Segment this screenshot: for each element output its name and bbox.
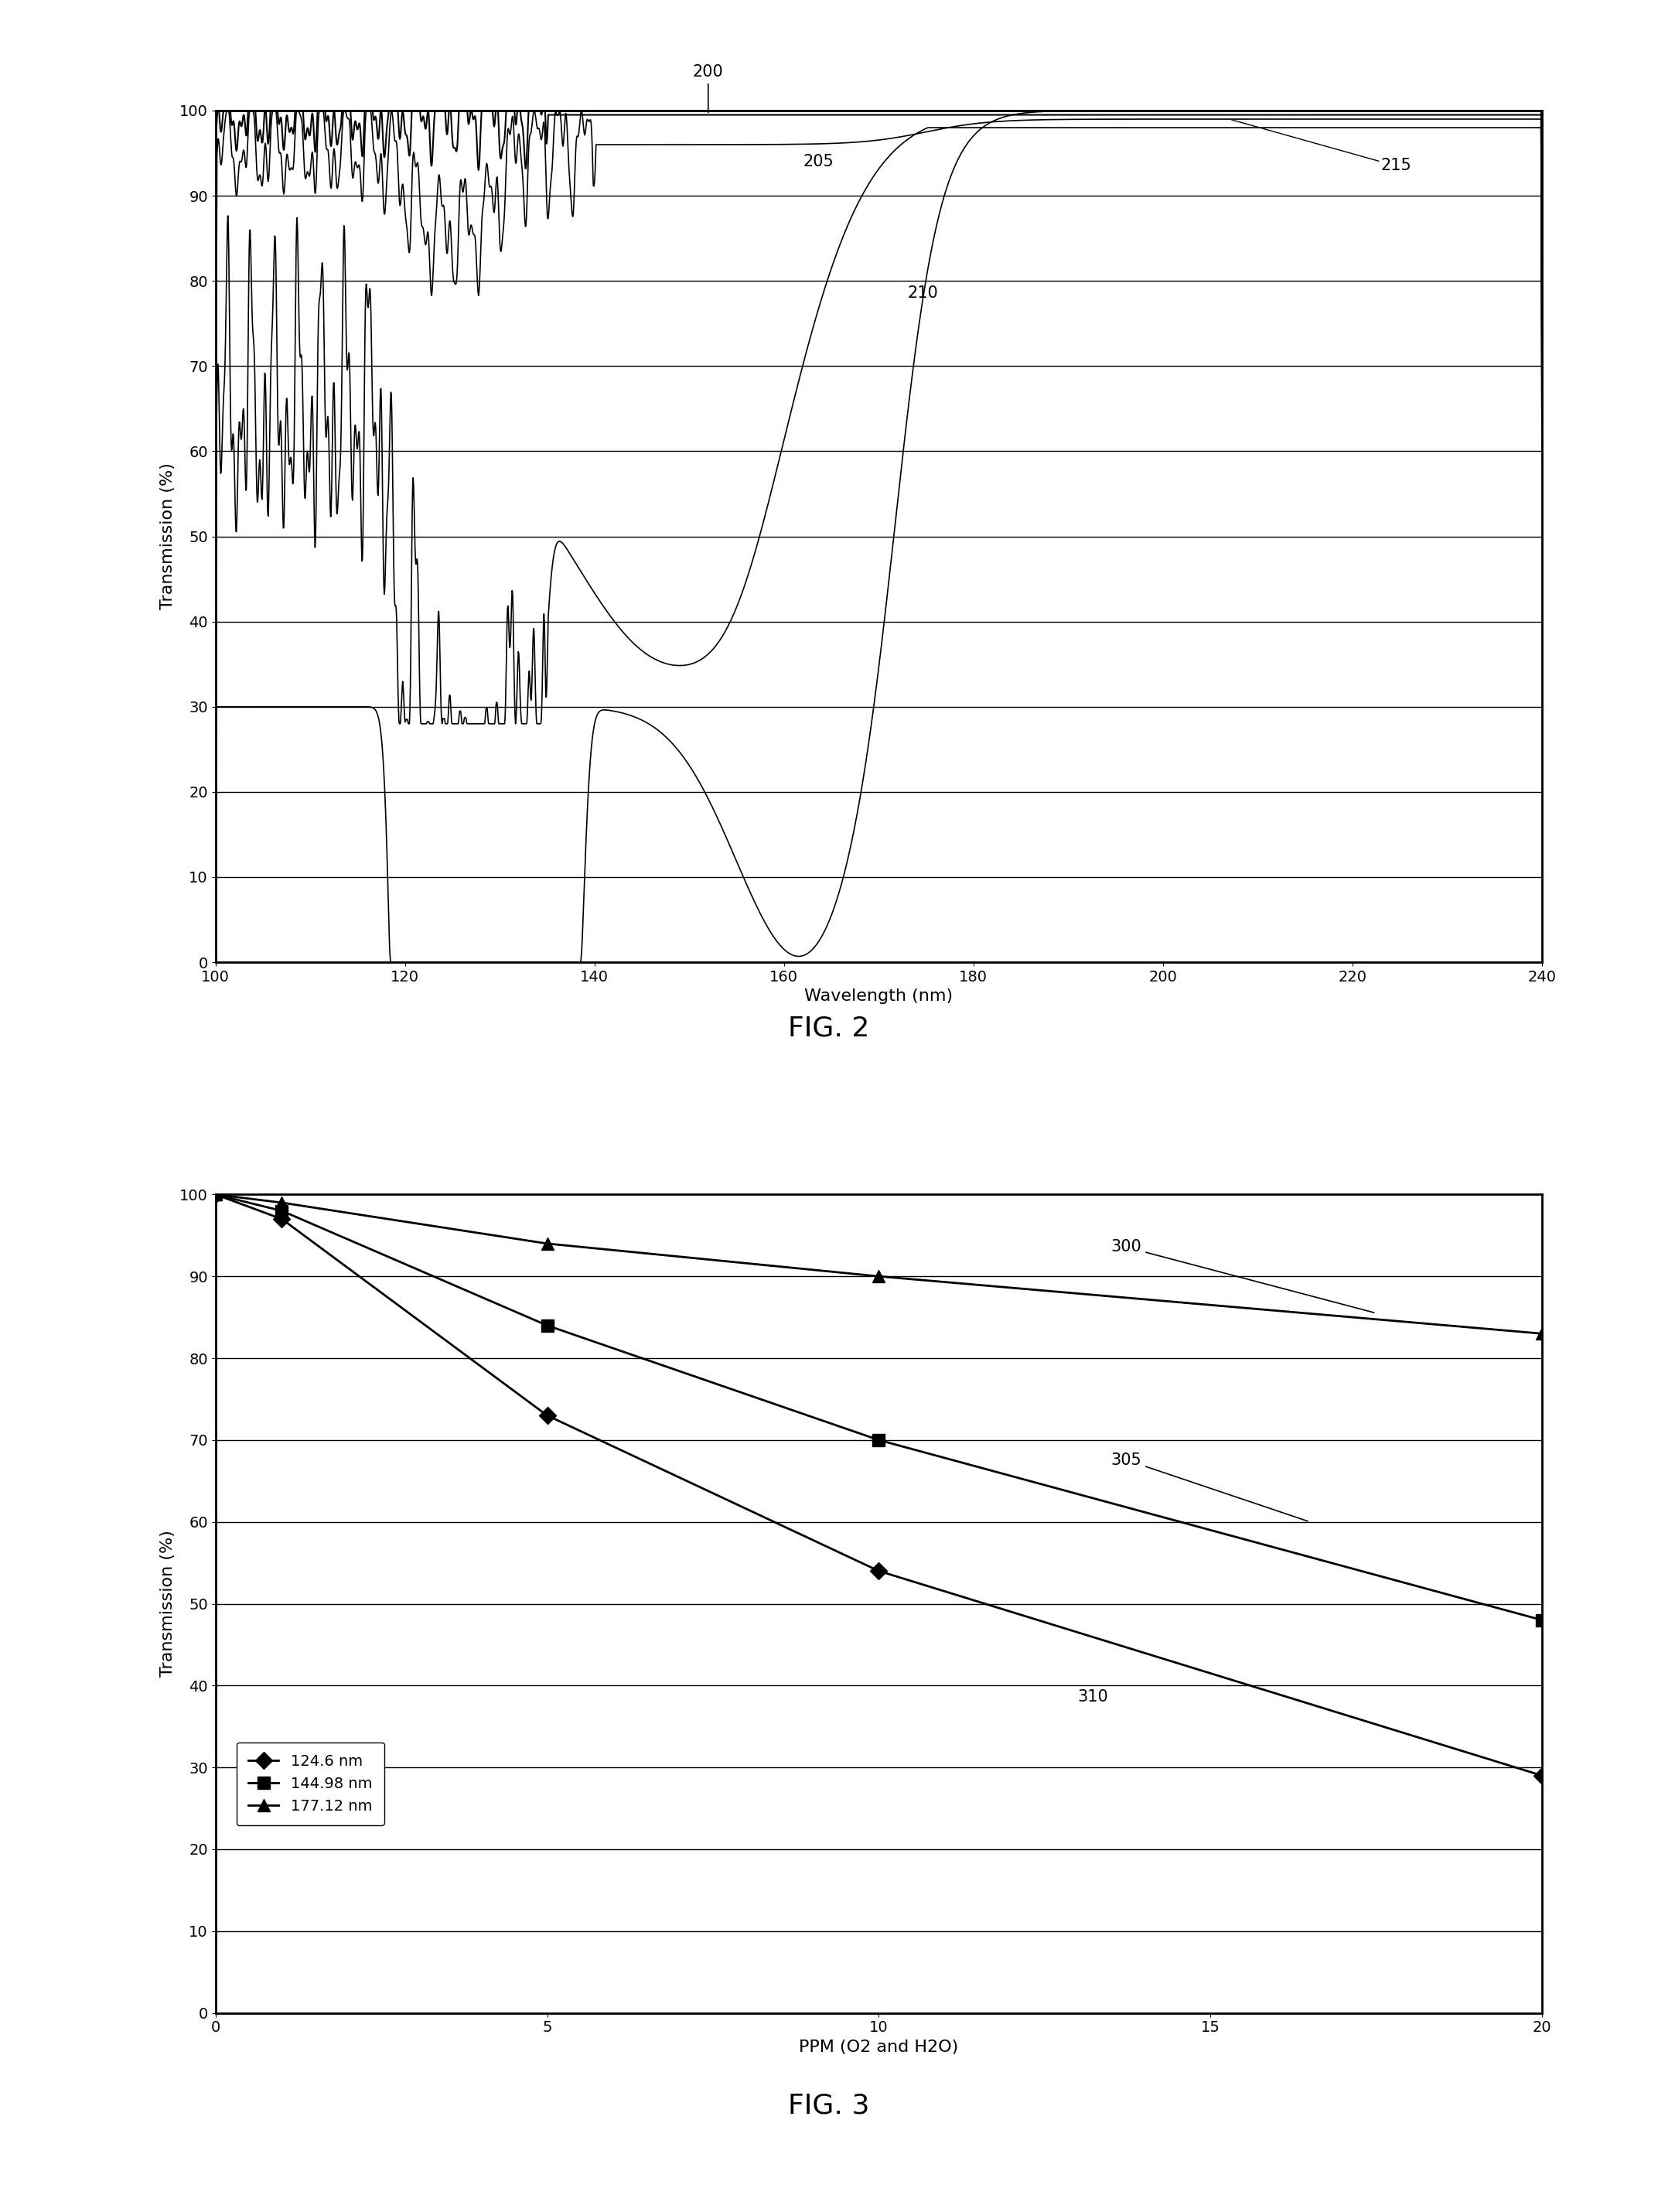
Y-axis label: Transmission (%): Transmission (%) — [159, 1531, 176, 1677]
Text: 200: 200 — [693, 64, 723, 113]
Legend: 124.6 nm, 144.98 nm, 177.12 nm: 124.6 nm, 144.98 nm, 177.12 nm — [237, 1743, 385, 1825]
X-axis label: PPM (O2 and H2O): PPM (O2 and H2O) — [799, 2039, 958, 2055]
Text: FIG. 3: FIG. 3 — [788, 2093, 870, 2119]
Text: 210: 210 — [907, 285, 938, 301]
Text: 205: 205 — [802, 153, 834, 168]
Text: FIG. 2: FIG. 2 — [788, 1015, 870, 1042]
Text: 215: 215 — [1381, 157, 1411, 173]
Y-axis label: Transmission (%): Transmission (%) — [159, 462, 176, 611]
X-axis label: Wavelength (nm): Wavelength (nm) — [804, 989, 953, 1004]
Text: 300: 300 — [1111, 1239, 1374, 1312]
Text: 305: 305 — [1111, 1453, 1308, 1522]
Text: 310: 310 — [1078, 1690, 1109, 1705]
